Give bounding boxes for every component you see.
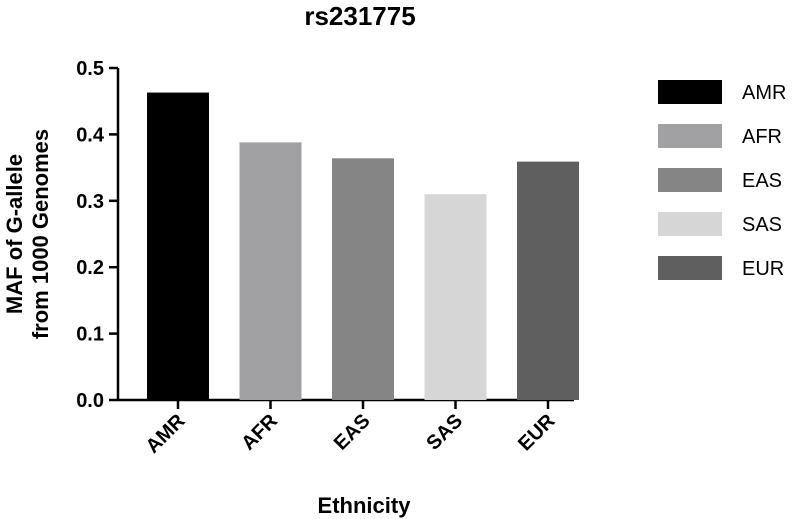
y-tick-label: 0.5 [76,58,104,80]
x-category-label: EAS [330,410,375,455]
y-tick-label: 0.3 [76,191,104,213]
y-tick-label: 0.1 [76,324,104,346]
x-category-label: SAS [422,410,467,455]
bars [147,92,579,401]
y-tick-label: 0.0 [76,390,104,412]
legend-swatch-sas [658,212,722,236]
y-axis-label-line-1: MAF of G-allele [2,154,27,314]
legend-label: AFR [742,126,782,148]
legend-label: EUR [742,258,784,280]
y-tick-label: 0.4 [76,124,105,146]
legend: AMR AFR EAS SAS EUR [658,80,786,280]
legend-label: SAS [742,214,782,236]
x-category-label: EUR [514,410,560,456]
legend-swatch-amr [658,80,722,104]
y-ticks: 0.0 0.1 0.2 0.3 0.4 0.5 [76,58,118,412]
y-tick-label: 0.2 [76,257,104,279]
bar-amr [147,92,209,401]
legend-swatch-eas [658,168,722,192]
chart-title: rs231775 [304,1,415,31]
x-category-label: AMR [142,410,190,458]
legend-swatch-afr [658,124,722,148]
bar-sas [424,194,487,400]
legend-label: AMR [742,82,786,104]
bar-eur [517,161,579,400]
bar-eas [332,158,394,400]
x-axis-label: Ethnicity [318,493,412,518]
legend-label: EAS [742,170,782,192]
bar-afr [239,142,302,401]
y-axis-label-line-2: from 1000 Genomes [28,129,53,339]
y-axis-label: MAF of G-allele from 1000 Genomes [2,129,53,339]
x-category-label: AFR [237,410,282,455]
x-category-labels: AMR AFR EAS SAS EUR [142,400,560,458]
legend-swatch-eur [658,256,722,280]
